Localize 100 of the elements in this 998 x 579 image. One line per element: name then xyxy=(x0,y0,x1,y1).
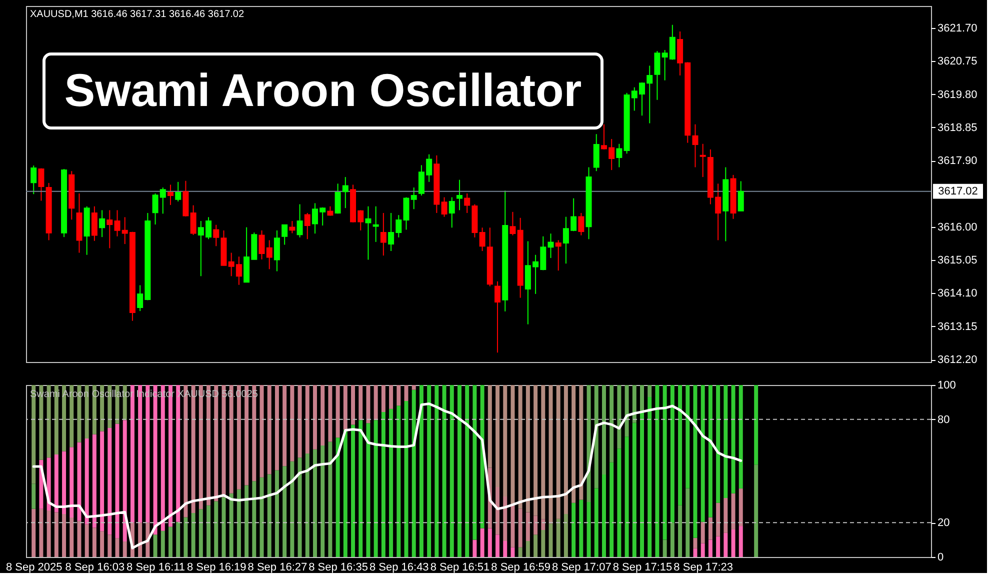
candlestick xyxy=(91,206,98,242)
bar xyxy=(724,498,728,533)
bar xyxy=(586,502,591,557)
bar xyxy=(457,385,462,557)
bar xyxy=(358,420,363,557)
bar xyxy=(617,385,622,449)
bar xyxy=(404,400,408,557)
bar xyxy=(655,385,660,557)
candlestick xyxy=(282,224,288,246)
bar xyxy=(602,385,606,474)
bar xyxy=(686,488,690,557)
bar xyxy=(290,385,294,462)
bar xyxy=(305,453,310,557)
candlestick xyxy=(106,210,113,249)
candlestick xyxy=(510,211,516,236)
bar xyxy=(670,522,674,557)
candlestick xyxy=(654,50,660,100)
bar xyxy=(716,536,720,557)
bar xyxy=(160,530,165,557)
bar xyxy=(100,431,104,532)
bar xyxy=(472,540,477,557)
bar xyxy=(480,528,484,557)
bar xyxy=(312,385,317,450)
bar xyxy=(351,385,356,425)
bar xyxy=(518,508,522,548)
bar xyxy=(700,543,705,557)
bar xyxy=(510,504,515,548)
y-tick-label: 80 xyxy=(938,414,950,426)
bar xyxy=(503,541,508,557)
candlestick xyxy=(175,181,182,202)
candlestick xyxy=(456,179,462,211)
candlestick xyxy=(593,134,600,172)
bar xyxy=(108,428,112,535)
bar xyxy=(274,385,279,470)
bar xyxy=(541,519,546,530)
x-tick-label: 8 Sep 16:19 xyxy=(186,562,246,574)
bar xyxy=(62,451,66,514)
bar xyxy=(252,481,256,557)
bar xyxy=(496,534,500,557)
bar xyxy=(640,410,644,557)
bar xyxy=(305,385,310,454)
bar xyxy=(389,385,394,409)
bar xyxy=(366,423,370,557)
bar xyxy=(754,464,758,557)
bar xyxy=(260,477,264,557)
y-tick-label: 3618.85 xyxy=(938,122,978,134)
candlestick xyxy=(30,165,37,195)
bar xyxy=(693,538,698,548)
candlestick xyxy=(692,124,698,168)
candlestick xyxy=(167,184,174,206)
y-tick-label: 20 xyxy=(938,517,950,530)
bar xyxy=(122,420,127,542)
bar xyxy=(396,406,401,557)
bar xyxy=(298,385,302,458)
bar xyxy=(358,385,363,420)
bar xyxy=(404,385,408,401)
bar xyxy=(366,385,370,424)
bar xyxy=(77,442,82,521)
bar xyxy=(320,385,325,446)
bar xyxy=(450,385,454,557)
bar xyxy=(328,385,332,442)
bar xyxy=(274,470,279,557)
bar xyxy=(427,385,432,557)
bar xyxy=(640,385,644,411)
bar xyxy=(534,516,538,535)
candlestick xyxy=(578,212,584,236)
bar xyxy=(624,385,629,437)
bar xyxy=(610,462,614,557)
bar xyxy=(229,493,234,557)
bar xyxy=(716,502,720,536)
bar xyxy=(572,385,576,503)
bar xyxy=(412,385,416,390)
bar xyxy=(662,540,667,557)
bar xyxy=(328,442,332,557)
bar xyxy=(503,496,508,542)
bar xyxy=(648,397,652,557)
bar xyxy=(244,485,249,557)
x-tick-label: 8 Sep 16:35 xyxy=(308,562,368,574)
candlestick xyxy=(190,204,196,236)
bar xyxy=(153,534,158,557)
x-tick-label: 8 Sep 16:51 xyxy=(430,562,490,574)
candlestick xyxy=(700,143,706,178)
candlestick xyxy=(616,143,622,168)
candlestick xyxy=(494,280,501,354)
bar xyxy=(267,385,272,474)
bar xyxy=(198,509,203,557)
bar xyxy=(168,526,172,557)
bar xyxy=(617,448,622,557)
y-tick-label: 3616.00 xyxy=(938,221,978,234)
x-tick-label: 8 Sep 17:23 xyxy=(674,562,734,574)
bar xyxy=(738,488,743,526)
bar xyxy=(320,446,325,557)
y-tick-label: 0 xyxy=(938,552,944,564)
bar xyxy=(374,385,378,420)
candlestick xyxy=(327,206,334,216)
bar xyxy=(54,454,58,512)
bar xyxy=(336,438,340,557)
bar xyxy=(496,385,500,487)
y-tick-label: 3621.70 xyxy=(938,22,978,34)
bar xyxy=(389,408,394,557)
